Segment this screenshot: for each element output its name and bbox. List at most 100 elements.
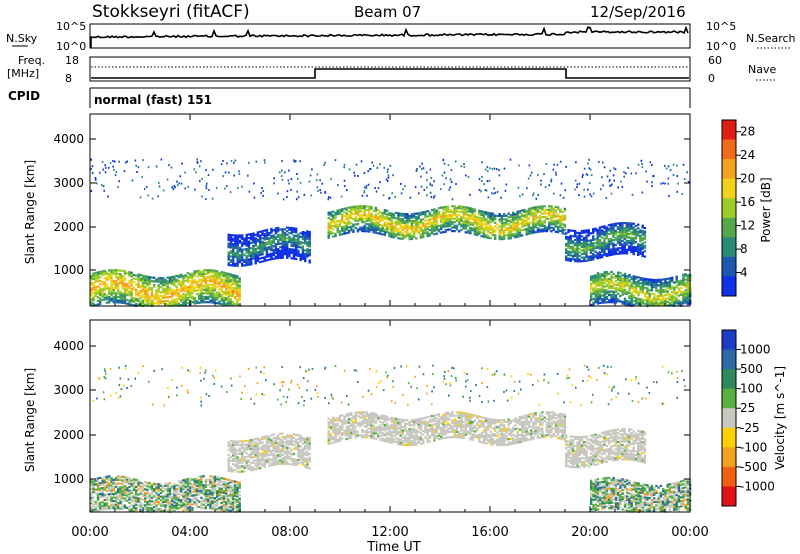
power-cell [543, 228, 546, 231]
power-cell [601, 254, 604, 257]
power-cell [634, 249, 638, 252]
power-cell [623, 243, 626, 246]
velocity-cell [225, 478, 228, 481]
power-cell [433, 196, 435, 199]
velocity-cell [96, 477, 100, 480]
power-cell [576, 251, 579, 254]
power-cell [489, 217, 492, 220]
power-cell [554, 214, 558, 217]
power-cell [245, 256, 248, 260]
power-cell [201, 195, 203, 198]
power-cell [141, 299, 145, 302]
power-cell [576, 237, 579, 240]
velocity-cell [105, 475, 109, 478]
velocity-cell [184, 494, 187, 497]
velocity-cell [101, 488, 104, 491]
power-cell [207, 295, 210, 298]
power-cell [590, 293, 593, 296]
power-cell [250, 263, 253, 266]
power-cell [345, 232, 348, 235]
velocity-cell [141, 503, 145, 506]
power-cell [383, 225, 387, 228]
velocity-cell [177, 483, 181, 487]
power-cell [487, 229, 490, 232]
velocity-cell [191, 487, 194, 490]
power-cell [193, 302, 196, 305]
power-cell [607, 232, 611, 236]
power-cell [234, 243, 237, 246]
velocity-cell [213, 482, 217, 485]
power-cell [279, 251, 282, 254]
velocity-cell [139, 503, 142, 506]
power-cell [637, 301, 640, 304]
power-cell [336, 211, 339, 214]
velocity-cell [139, 485, 142, 488]
power-cell [225, 272, 228, 275]
velocity-cell [99, 483, 102, 487]
power-cell [628, 279, 631, 282]
power-cell [254, 237, 257, 240]
power-cell [343, 220, 346, 223]
power-cell [112, 270, 115, 274]
power-cell [583, 249, 586, 252]
power-cell [587, 239, 590, 242]
power-cell [637, 279, 640, 283]
power-cell [401, 228, 405, 232]
power-cell [682, 296, 685, 300]
velocity-cell [99, 489, 102, 492]
power-cell [594, 283, 597, 286]
power-cell [617, 278, 620, 281]
power-cell [671, 290, 674, 294]
power-cell [110, 299, 113, 302]
power-cell [150, 280, 154, 283]
power-cell [666, 291, 669, 295]
power-cell [548, 224, 551, 227]
power-cell [308, 259, 311, 262]
power-cell [254, 262, 257, 265]
power-cell [211, 287, 214, 290]
power-cell [114, 285, 118, 288]
power-cell [252, 253, 255, 256]
power-cell [648, 280, 651, 283]
power-cell [372, 229, 375, 232]
velocity-cell [180, 488, 183, 491]
power-cell [545, 230, 549, 233]
velocity-cell [182, 482, 185, 485]
power-cell [657, 278, 660, 281]
power-cell [596, 277, 600, 280]
power-cell [202, 295, 205, 299]
power-cell [202, 271, 205, 274]
power-cell [563, 225, 567, 228]
power-cell [644, 295, 647, 298]
velocity-cell [110, 498, 113, 501]
power-cell [332, 221, 335, 224]
power-cell [505, 221, 508, 224]
power-cell [637, 281, 640, 284]
power-cell [347, 220, 351, 223]
velocity-cell [105, 505, 109, 508]
power-cell [263, 245, 266, 248]
power-cell [480, 231, 483, 234]
power-cell [491, 167, 494, 170]
velocity-cell [177, 496, 181, 499]
power-cell [254, 249, 257, 252]
power-cell [205, 187, 208, 190]
velocity-cell [220, 505, 223, 508]
power-cell [594, 297, 597, 300]
power-cell [489, 224, 492, 227]
velocity-cell [132, 496, 136, 499]
power-cell [286, 249, 289, 252]
velocity-cell [110, 478, 113, 481]
power-cell [630, 250, 633, 254]
power-cell [469, 207, 472, 210]
power-cell [207, 285, 210, 288]
velocity-cell [198, 484, 201, 487]
power-cell [327, 236, 330, 239]
power-cell [166, 299, 169, 302]
velocity-cell [132, 503, 136, 506]
power-cell [218, 293, 221, 296]
velocity-cell [146, 510, 149, 513]
velocity-cell [112, 492, 115, 496]
nsky-line [90, 25, 689, 48]
